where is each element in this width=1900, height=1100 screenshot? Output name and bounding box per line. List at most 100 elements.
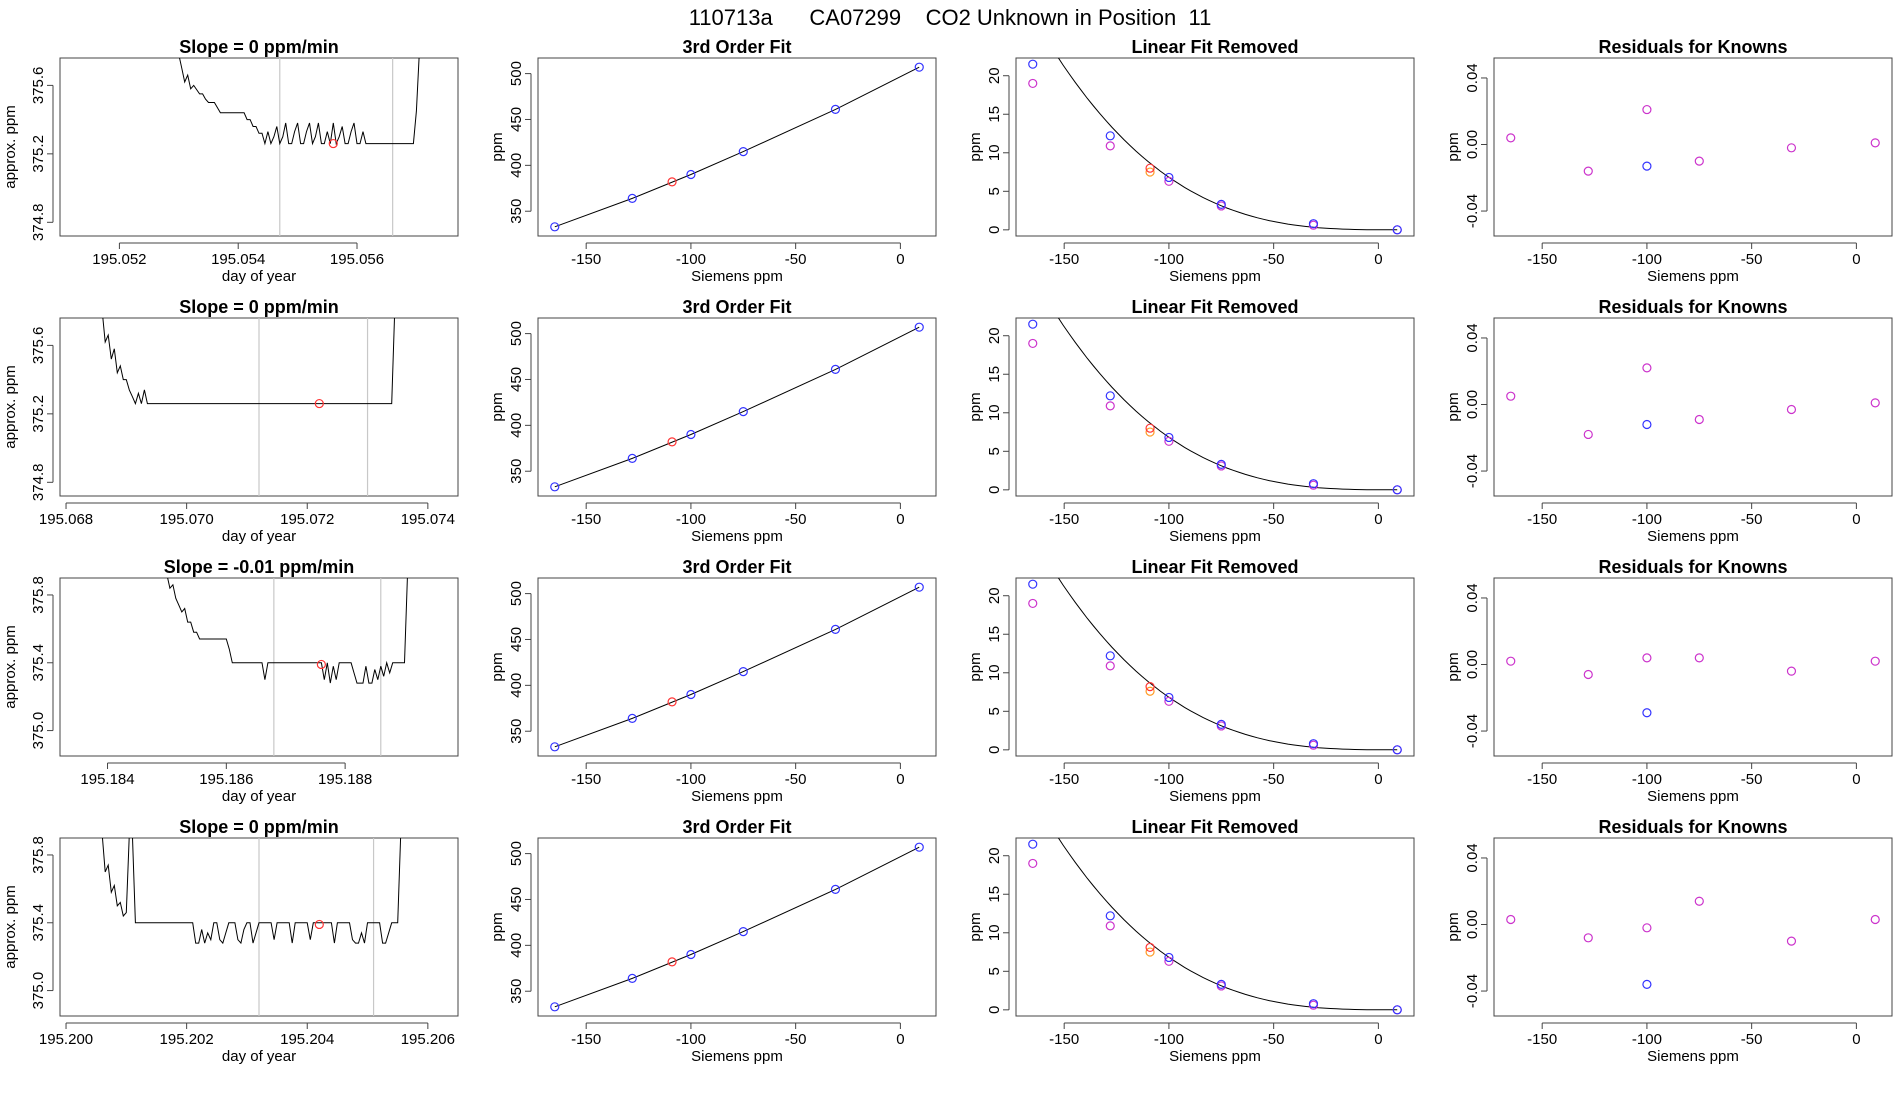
fit-curve [1057,578,1398,751]
y-tick-label: 375.6 [30,67,47,105]
magenta-point [1164,176,1174,186]
panel-title: Linear Fit Removed [1131,817,1298,837]
y-axis-label: ppm [967,132,984,161]
blue-point [738,406,748,417]
y-tick-label: 20 [986,587,1003,604]
magenta-point [1870,138,1880,148]
y-axis-label: approx. ppm [2,885,19,968]
blue-point [550,482,560,492]
panel-r1c1: Slope = 0 ppm/min 195.052 195.054 195.056 da… [2,37,459,285]
panel-title: Slope = 0 ppm/min [179,297,339,317]
x-tick-label: 0 [1852,251,1860,268]
magenta-point [1870,914,1880,925]
blue-point [686,689,696,700]
x-tick-label: -150 [1527,251,1557,268]
x-tick-label: -100 [1154,771,1184,788]
x-tick-label: -50 [1741,511,1763,528]
x-axis-label: day of year [222,1048,296,1065]
magenta-point [1506,133,1516,143]
panel-title: Residuals for Knowns [1598,557,1787,577]
x-tick-label: -100 [676,1031,706,1048]
blue-point [1308,479,1319,489]
plot-area [550,842,924,1012]
y-tick-label: 375.8 [30,836,47,874]
x-tick-label: -150 [571,771,601,788]
plot-frame [1015,577,1415,757]
y-tick-label: 15 [986,886,1003,903]
magenta-point [1694,896,1704,906]
y-tick-label: 20 [986,67,1003,84]
blue-point [914,322,924,332]
panel-title: Linear Fit Removed [1131,297,1298,317]
magenta-point [1642,104,1652,115]
x-tick-label: 0 [1374,771,1382,788]
y-tick-label: 500 [508,61,525,86]
magenta-point [1028,858,1038,869]
blue-point [1392,225,1402,235]
blue-point [738,666,748,677]
magenta-point [1105,141,1115,151]
x-tick-label: -50 [785,251,807,268]
red-point [667,957,677,967]
panel-r4c3: Linear Fit Removed -150 -100 -50 0 Siemens pp… [967,817,1415,1065]
blue-point [1308,999,1319,1009]
x-tick-label: 195.200 [39,1031,93,1048]
x-tick-label: 0 [1852,771,1860,788]
y-tick-label: 500 [508,581,525,606]
plot-frame [1015,837,1415,1017]
x-axis-label: Siemens ppm [1647,528,1739,545]
x-axis-label: Siemens ppm [1169,268,1261,285]
panel-r3c4: Residuals for Knowns -150 -100 -50 0 Siemens … [1445,557,1893,805]
plot-area [1506,896,1880,989]
y-axis-label: ppm [489,392,506,421]
red-point [667,437,677,447]
blue-point [1308,739,1319,749]
y-axis-label: ppm [1445,652,1462,681]
y-tick-label: 10 [986,144,1003,161]
plot-frame [537,57,937,237]
y-tick-label: -0.04 [1464,454,1481,488]
y-tick-label: 375.0 [30,712,47,750]
red-point [1145,423,1155,433]
red-point [1145,163,1155,173]
x-tick-label: -50 [1741,251,1763,268]
y-tick-label: 350 [508,979,525,1004]
y-axis-label: ppm [967,912,984,941]
x-tick-label: -100 [1154,1031,1184,1048]
y-tick-label: 350 [508,459,525,484]
x-tick-label: -150 [1049,771,1079,788]
magenta-point [1583,429,1593,440]
magenta-point [1105,661,1115,671]
plot-frame [537,577,937,757]
blue-point [1164,952,1174,963]
fit-curve [554,326,920,488]
x-axis-label: day of year [222,268,296,285]
y-tick-label: 400 [508,933,525,958]
blue-point [830,104,841,114]
x-tick-label: 0 [1374,251,1382,268]
blue-point [627,973,637,983]
x-axis-label: Siemens ppm [1647,788,1739,805]
blue-point [550,742,560,752]
blue-point [914,62,924,72]
y-tick-label: 400 [508,673,525,698]
y-tick-label: 0.04 [1464,63,1481,92]
magenta-point [1642,653,1652,663]
x-axis-label: day of year [222,788,296,805]
red-point [1145,942,1155,953]
magenta-point [1105,921,1115,931]
red-point [667,697,677,707]
y-tick-label: 374.8 [30,464,47,502]
y-tick-label: 375.2 [30,135,47,173]
y-axis-label: ppm [1445,392,1462,421]
x-axis-label: Siemens ppm [691,788,783,805]
y-tick-label: 375.4 [30,904,47,942]
y-tick-label: 15 [986,366,1003,383]
fit-curve [1057,318,1398,491]
plot-area [1028,838,1402,1015]
x-tick-label: 195.052 [92,251,146,268]
x-tick-label: -150 [571,251,601,268]
x-tick-label: 0 [896,511,904,528]
blue-point [686,169,696,180]
fit-curve [554,66,920,228]
